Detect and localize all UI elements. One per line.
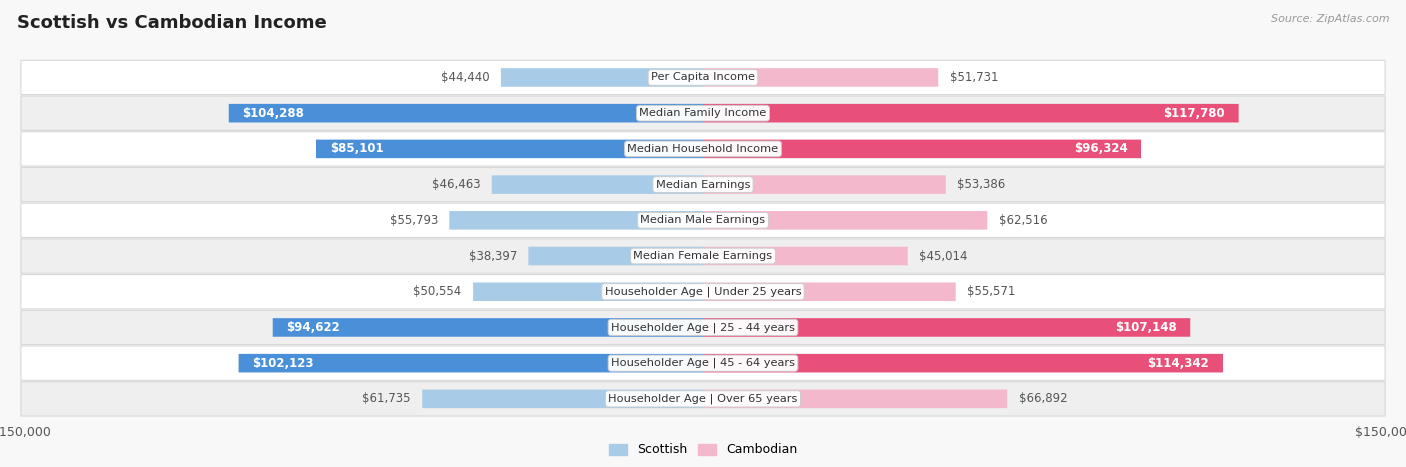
Text: $46,463: $46,463: [432, 178, 481, 191]
FancyBboxPatch shape: [703, 389, 1007, 408]
Text: $38,397: $38,397: [468, 249, 517, 262]
Text: Source: ZipAtlas.com: Source: ZipAtlas.com: [1271, 14, 1389, 24]
Text: $45,014: $45,014: [920, 249, 967, 262]
FancyBboxPatch shape: [492, 175, 703, 194]
FancyBboxPatch shape: [703, 175, 946, 194]
Text: $53,386: $53,386: [957, 178, 1005, 191]
Text: $96,324: $96,324: [1074, 142, 1128, 156]
FancyBboxPatch shape: [21, 132, 1385, 166]
FancyBboxPatch shape: [21, 275, 1385, 309]
Text: $104,288: $104,288: [242, 106, 304, 120]
Legend: Scottish, Cambodian: Scottish, Cambodian: [603, 439, 803, 461]
Text: Median Earnings: Median Earnings: [655, 180, 751, 190]
Text: Householder Age | Over 65 years: Householder Age | Over 65 years: [609, 394, 797, 404]
FancyBboxPatch shape: [472, 283, 703, 301]
Text: Median Household Income: Median Household Income: [627, 144, 779, 154]
Text: $50,554: $50,554: [413, 285, 461, 298]
FancyBboxPatch shape: [703, 318, 1191, 337]
Text: $62,516: $62,516: [998, 214, 1047, 227]
Text: Median Family Income: Median Family Income: [640, 108, 766, 118]
Text: $51,731: $51,731: [949, 71, 998, 84]
Text: Median Male Earnings: Median Male Earnings: [641, 215, 765, 225]
FancyBboxPatch shape: [703, 104, 1239, 122]
Text: $114,342: $114,342: [1147, 357, 1209, 370]
FancyBboxPatch shape: [703, 68, 938, 87]
Text: $102,123: $102,123: [252, 357, 314, 370]
FancyBboxPatch shape: [703, 140, 1142, 158]
Text: $55,793: $55,793: [389, 214, 437, 227]
FancyBboxPatch shape: [229, 104, 703, 122]
Text: $55,571: $55,571: [967, 285, 1015, 298]
Text: Per Capita Income: Per Capita Income: [651, 72, 755, 83]
Text: Householder Age | 45 - 64 years: Householder Age | 45 - 64 years: [612, 358, 794, 368]
Text: Scottish vs Cambodian Income: Scottish vs Cambodian Income: [17, 14, 326, 32]
FancyBboxPatch shape: [703, 211, 987, 230]
Text: $66,892: $66,892: [1018, 392, 1067, 405]
Text: $61,735: $61,735: [363, 392, 411, 405]
FancyBboxPatch shape: [21, 60, 1385, 95]
FancyBboxPatch shape: [703, 283, 956, 301]
FancyBboxPatch shape: [529, 247, 703, 265]
FancyBboxPatch shape: [21, 382, 1385, 416]
FancyBboxPatch shape: [501, 68, 703, 87]
Text: $94,622: $94,622: [287, 321, 340, 334]
Text: Householder Age | 25 - 44 years: Householder Age | 25 - 44 years: [612, 322, 794, 333]
FancyBboxPatch shape: [450, 211, 703, 230]
Text: $44,440: $44,440: [441, 71, 489, 84]
FancyBboxPatch shape: [239, 354, 703, 373]
FancyBboxPatch shape: [21, 96, 1385, 130]
Text: Householder Age | Under 25 years: Householder Age | Under 25 years: [605, 286, 801, 297]
Text: $85,101: $85,101: [329, 142, 384, 156]
FancyBboxPatch shape: [21, 203, 1385, 237]
FancyBboxPatch shape: [21, 346, 1385, 380]
Text: Median Female Earnings: Median Female Earnings: [634, 251, 772, 261]
FancyBboxPatch shape: [273, 318, 703, 337]
Text: $107,148: $107,148: [1115, 321, 1177, 334]
FancyBboxPatch shape: [422, 389, 703, 408]
FancyBboxPatch shape: [703, 247, 908, 265]
FancyBboxPatch shape: [316, 140, 703, 158]
FancyBboxPatch shape: [21, 239, 1385, 273]
FancyBboxPatch shape: [21, 168, 1385, 202]
FancyBboxPatch shape: [703, 354, 1223, 373]
FancyBboxPatch shape: [21, 310, 1385, 345]
Text: $117,780: $117,780: [1163, 106, 1225, 120]
